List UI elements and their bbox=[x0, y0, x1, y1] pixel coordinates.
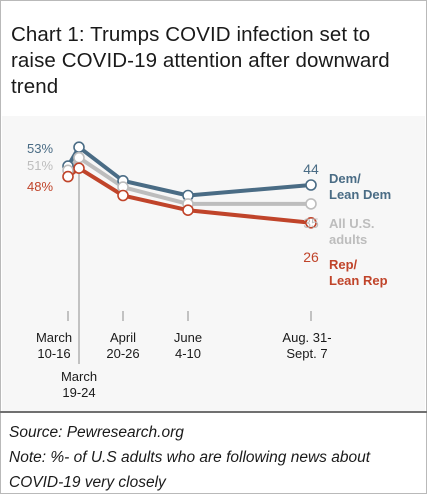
data-point bbox=[305, 217, 317, 229]
start-value-label: 48% bbox=[27, 179, 53, 194]
data-point bbox=[73, 151, 85, 164]
data-point bbox=[117, 189, 129, 202]
x-tick-label: Aug. 31-Sept. 7 bbox=[282, 330, 331, 361]
source-text: Source: Pewresearch.org bbox=[9, 424, 184, 441]
series-name-label: All U.S. adults bbox=[329, 216, 375, 247]
x-tick-label: March 10-16 bbox=[36, 330, 72, 361]
footer-divider bbox=[0, 411, 427, 413]
data-point bbox=[62, 170, 74, 183]
end-value-label: 44 bbox=[303, 161, 319, 177]
start-value-label: 53% bbox=[27, 141, 53, 156]
data-point bbox=[305, 179, 317, 191]
data-point bbox=[73, 141, 85, 154]
series-line bbox=[66, 145, 313, 198]
line-chart: 53% 44 51% 35 48% 26 Dem/Lean Dem All U.S. adul… bbox=[27, 141, 391, 400]
x-tick-label: April 20-26 bbox=[106, 330, 139, 361]
x-tick-label: March 19-24 bbox=[61, 369, 97, 400]
data-point bbox=[305, 198, 317, 210]
series-name-label: Rep/Lean Rep bbox=[329, 257, 388, 288]
data-point bbox=[182, 204, 194, 216]
series-name-label: Dem/Lean Dem bbox=[329, 171, 391, 202]
end-value-label: 35 bbox=[303, 215, 319, 231]
data-point bbox=[73, 162, 85, 175]
start-value-label: 51% bbox=[27, 158, 53, 173]
note-text: Note: %- of U.S adults who are following… bbox=[9, 449, 370, 491]
end-value-label: 26 bbox=[303, 249, 319, 265]
chart-footer: Source: Pewresearch.org Note: %- of U.S … bbox=[9, 420, 419, 495]
chart-title: Chart 1: Trumps COVID infection set to r… bbox=[11, 23, 390, 98]
x-tick-label: June 4-10 bbox=[174, 330, 202, 361]
